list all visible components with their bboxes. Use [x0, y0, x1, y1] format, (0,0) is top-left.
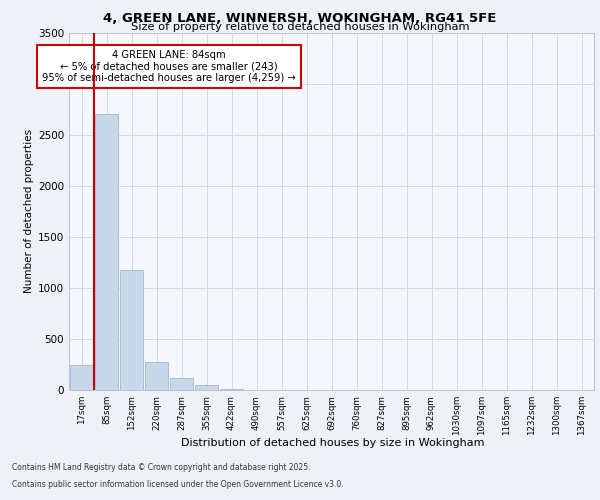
Bar: [145, 362, 168, 390]
Y-axis label: Number of detached properties: Number of detached properties: [24, 129, 34, 294]
Bar: [195, 385, 218, 390]
Bar: [70, 365, 93, 390]
Bar: [95, 114, 118, 390]
Bar: [220, 388, 243, 390]
Text: 4, GREEN LANE, WINNERSH, WOKINGHAM, RG41 5FE: 4, GREEN LANE, WINNERSH, WOKINGHAM, RG41…: [103, 12, 497, 24]
Bar: [120, 270, 143, 390]
Text: Contains HM Land Registry data © Crown copyright and database right 2025.: Contains HM Land Registry data © Crown c…: [12, 464, 311, 472]
Text: Contains public sector information licensed under the Open Government Licence v3: Contains public sector information licen…: [12, 480, 344, 489]
Bar: [170, 378, 193, 390]
Text: 4 GREEN LANE: 84sqm
← 5% of detached houses are smaller (243)
95% of semi-detach: 4 GREEN LANE: 84sqm ← 5% of detached hou…: [42, 50, 296, 83]
Text: Distribution of detached houses by size in Wokingham: Distribution of detached houses by size …: [181, 438, 485, 448]
Text: Size of property relative to detached houses in Wokingham: Size of property relative to detached ho…: [131, 22, 469, 32]
